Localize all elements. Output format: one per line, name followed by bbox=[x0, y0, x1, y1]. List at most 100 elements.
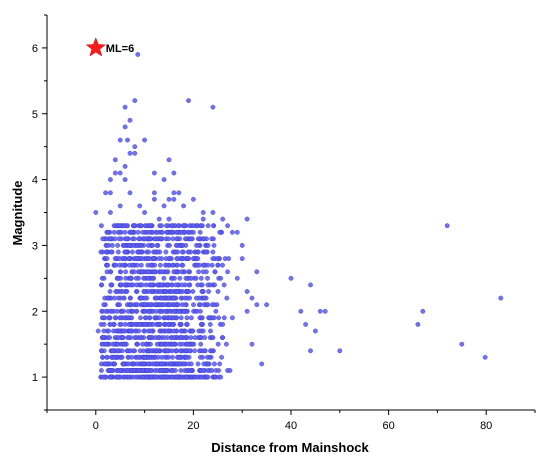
tick-labels: 0 20 40 60 80 1 2 3 4 5 6 bbox=[32, 43, 492, 432]
data-point bbox=[153, 374, 158, 380]
data-point bbox=[116, 236, 122, 242]
data-point bbox=[191, 302, 196, 308]
data-point bbox=[254, 269, 260, 275]
data-point bbox=[127, 302, 133, 308]
data-point bbox=[164, 229, 170, 235]
data-point bbox=[171, 170, 177, 176]
data-point bbox=[99, 282, 104, 288]
data-point bbox=[184, 315, 190, 321]
data-point bbox=[105, 262, 111, 268]
data-point bbox=[205, 282, 211, 288]
data-point bbox=[115, 295, 121, 301]
data-point bbox=[99, 348, 104, 354]
y-tick-label: 1 bbox=[32, 372, 38, 384]
data-point bbox=[208, 328, 213, 334]
data-point bbox=[121, 308, 127, 314]
data-point bbox=[184, 256, 190, 261]
data-point bbox=[133, 328, 139, 334]
data-point bbox=[190, 289, 196, 294]
data-point bbox=[127, 256, 132, 261]
data-point bbox=[95, 328, 101, 334]
data-point bbox=[213, 308, 219, 314]
data-point bbox=[108, 190, 113, 196]
y-tick-label: 3 bbox=[32, 240, 38, 252]
data-point bbox=[198, 223, 204, 229]
data-point bbox=[161, 335, 167, 340]
data-point bbox=[125, 335, 131, 340]
data-point bbox=[141, 275, 147, 281]
data-point bbox=[337, 348, 343, 354]
data-point bbox=[140, 374, 146, 380]
data-point bbox=[142, 236, 148, 242]
data-point bbox=[264, 302, 269, 308]
data-point bbox=[193, 262, 199, 268]
data-point bbox=[122, 104, 128, 110]
data-point bbox=[139, 269, 145, 275]
data-point bbox=[229, 315, 235, 321]
data-point bbox=[123, 249, 129, 255]
data-point bbox=[226, 256, 232, 261]
data-point bbox=[175, 302, 181, 308]
data-point bbox=[142, 321, 148, 327]
data-point bbox=[139, 282, 145, 288]
data-point bbox=[206, 289, 212, 294]
data-point bbox=[200, 216, 206, 222]
data-point bbox=[182, 229, 188, 235]
data-point bbox=[201, 361, 207, 367]
data-point bbox=[174, 315, 180, 321]
data-point bbox=[142, 210, 148, 215]
data-point bbox=[227, 368, 233, 373]
data-point bbox=[199, 282, 205, 288]
data-point bbox=[186, 98, 191, 104]
data-point bbox=[102, 315, 108, 321]
data-point bbox=[148, 262, 154, 268]
data-point bbox=[188, 315, 194, 321]
data-point bbox=[195, 256, 201, 261]
data-point bbox=[196, 242, 202, 248]
data-point bbox=[118, 368, 124, 373]
data-point bbox=[130, 321, 135, 327]
data-point bbox=[100, 354, 105, 360]
data-point bbox=[172, 308, 177, 314]
data-point bbox=[111, 354, 117, 360]
data-point bbox=[165, 282, 171, 288]
data-point bbox=[218, 374, 224, 380]
data-point bbox=[210, 256, 216, 261]
data-point bbox=[151, 190, 157, 196]
data-point bbox=[135, 249, 141, 255]
data-point bbox=[244, 216, 250, 222]
data-point bbox=[191, 341, 197, 347]
data-point bbox=[150, 242, 156, 248]
data-point bbox=[188, 361, 194, 367]
data-point bbox=[109, 308, 115, 314]
data-point bbox=[171, 190, 177, 196]
data-point bbox=[142, 302, 148, 308]
data-point bbox=[118, 321, 124, 327]
data-point bbox=[101, 374, 107, 380]
data-point bbox=[148, 302, 154, 308]
data-point bbox=[161, 275, 167, 281]
data-point bbox=[165, 321, 171, 327]
data-point bbox=[220, 216, 226, 222]
data-point bbox=[128, 229, 134, 235]
data-point bbox=[111, 229, 117, 235]
data-point bbox=[129, 269, 135, 275]
data-point bbox=[175, 289, 181, 294]
data-point bbox=[107, 236, 113, 242]
x-tick-label: 60 bbox=[382, 420, 394, 432]
data-point bbox=[153, 295, 159, 301]
data-point bbox=[109, 368, 115, 373]
data-point bbox=[141, 289, 147, 294]
data-point bbox=[176, 190, 182, 196]
data-point bbox=[132, 98, 138, 104]
data-point bbox=[159, 269, 165, 275]
data-point bbox=[111, 321, 117, 327]
data-point bbox=[122, 223, 127, 229]
data-point bbox=[176, 308, 182, 314]
data-point bbox=[119, 354, 125, 360]
data-point bbox=[217, 229, 223, 235]
data-point bbox=[298, 308, 304, 314]
data-point bbox=[128, 275, 134, 281]
data-point bbox=[115, 242, 121, 248]
data-point bbox=[170, 262, 176, 268]
